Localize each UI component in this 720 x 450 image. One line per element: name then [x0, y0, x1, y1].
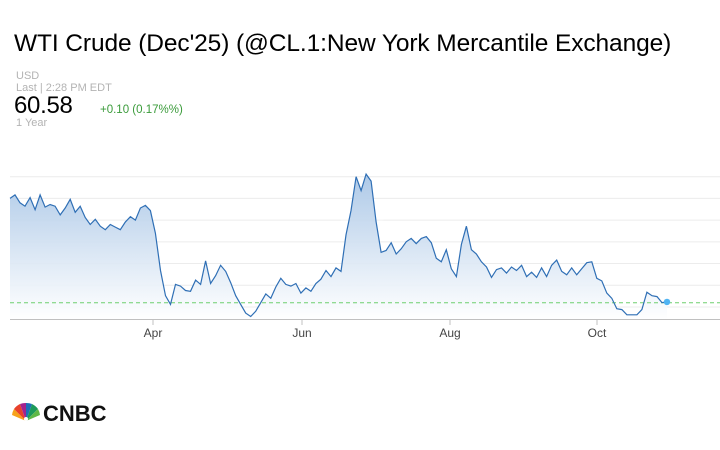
last-price-marker — [663, 298, 671, 306]
logo-text: CNBC — [43, 401, 107, 426]
currency-label: USD — [16, 70, 40, 82]
last-price: 60.58 — [14, 92, 73, 119]
page-title: WTI Crude (Dec'25) (@CL.1:New York Merca… — [14, 30, 672, 57]
cnbc-logo: CNBC — [12, 401, 107, 426]
peacock-icon — [12, 402, 40, 421]
x-tick-label: Jun — [292, 326, 311, 340]
period-label: 1 Year — [16, 117, 48, 129]
price-area — [10, 174, 667, 320]
price-change: +0.10 (0.17%%) — [100, 104, 183, 116]
price-line — [9, 172, 668, 318]
x-tick-label: Apr — [144, 326, 163, 340]
x-tick-label: Aug — [439, 326, 460, 340]
last-update-label: Last | 2:28 PM EDT — [16, 82, 112, 94]
x-axis-ticks: Apr Jun Aug Oct — [144, 320, 607, 340]
x-tick-label: Oct — [588, 326, 607, 340]
